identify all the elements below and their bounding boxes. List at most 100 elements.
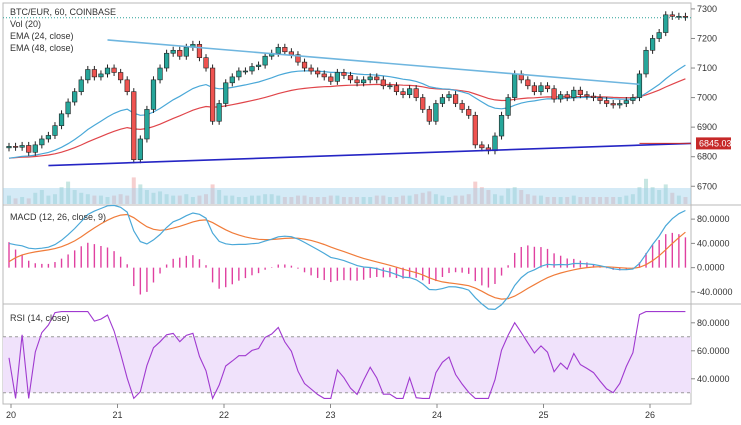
volume-bar	[361, 197, 366, 204]
price-tick-label: 6700	[697, 181, 717, 191]
volume-bar	[473, 181, 478, 204]
candle-body	[387, 85, 393, 88]
volume-bar	[105, 197, 110, 204]
candle-body	[407, 88, 413, 95]
candle-body	[6, 146, 12, 149]
volume-bar	[447, 197, 452, 204]
time-tick-label: 26	[645, 410, 655, 420]
volume-bar	[158, 191, 163, 204]
volume-bar	[236, 197, 241, 204]
volume-bar	[512, 187, 517, 204]
price-legend-vol: Vol (20)	[10, 19, 42, 29]
volume-bar	[683, 197, 688, 204]
candle-body	[498, 115, 505, 137]
candle-body	[12, 146, 19, 148]
candle-body	[164, 52, 170, 69]
macd-title: MACD (12, 26, close, 9)	[10, 212, 107, 222]
volume-bar	[26, 198, 31, 204]
volume-bar	[571, 195, 576, 204]
candle-body	[676, 16, 682, 18]
volume-bar	[151, 192, 156, 204]
volume-bar	[617, 197, 622, 204]
volume-bar	[92, 195, 97, 204]
volume-bar	[479, 187, 484, 204]
time-tick-label: 21	[112, 410, 122, 420]
candle-body	[229, 76, 235, 84]
candle-body	[610, 103, 616, 106]
candle-body	[630, 97, 636, 101]
rsi-tick-label: 80.0000	[697, 318, 730, 328]
candle-body	[308, 67, 314, 72]
candle-body	[26, 145, 32, 153]
candle-body	[196, 44, 203, 58]
macd-tick-label: 40.0000	[697, 238, 730, 248]
volume-bar	[341, 197, 346, 204]
volume-bar	[263, 194, 268, 204]
volume-bar	[401, 195, 406, 204]
candle-body	[374, 76, 380, 81]
candle-body	[584, 94, 590, 97]
rsi-tick-label: 40.0000	[697, 374, 730, 384]
volume-bar	[433, 194, 438, 204]
volume-bar	[545, 197, 550, 204]
volume-bar	[598, 197, 603, 204]
candle-body	[104, 67, 111, 75]
candle-body	[223, 82, 229, 104]
volume-bar	[72, 190, 77, 204]
candle-body	[157, 67, 163, 81]
volume-bar	[243, 197, 248, 204]
time-tick-label: 25	[538, 410, 548, 420]
volume-bar	[197, 195, 202, 204]
volume-bar	[591, 197, 596, 204]
time-tick-label: 24	[432, 410, 442, 420]
volume-bar	[98, 195, 103, 204]
candle-body	[295, 54, 301, 63]
volume-bar	[420, 192, 425, 204]
volume-bar	[276, 195, 281, 204]
volume-bar	[506, 188, 511, 204]
candle-body	[150, 79, 157, 110]
price-legend-ema24: EMA (24, close)	[10, 31, 74, 41]
volume-bar	[644, 178, 649, 204]
volume-bar	[492, 194, 497, 204]
candle-body	[255, 64, 262, 67]
candle-body	[551, 88, 557, 100]
candle-body	[531, 85, 537, 92]
candle-body	[58, 113, 65, 126]
volume-bar	[289, 197, 294, 204]
volume-bar	[414, 194, 419, 204]
time-tick-label: 22	[219, 410, 229, 420]
candle-body	[571, 89, 577, 98]
price-tick-label: 6800	[697, 152, 717, 162]
volume-bar	[256, 195, 261, 204]
candle-body	[413, 88, 419, 98]
volume-bar	[85, 194, 90, 204]
candle-body	[426, 109, 432, 122]
volume-bar	[118, 194, 123, 204]
candle-body	[236, 70, 242, 78]
candle-body	[512, 73, 518, 98]
price-legend-title: BTC/EUR, 60, COINBASE	[10, 7, 117, 17]
candle-body	[505, 97, 511, 116]
volume-bar	[630, 194, 635, 204]
candle-body	[177, 49, 183, 57]
candle-body	[649, 38, 656, 51]
candle-body	[538, 85, 544, 92]
candle-body	[577, 89, 583, 95]
candle-body	[459, 103, 465, 110]
ema24-line	[8, 64, 686, 159]
candle-body	[65, 101, 71, 115]
candle-body	[564, 94, 570, 98]
volume-bar	[676, 195, 681, 204]
volume-bar	[440, 195, 445, 204]
volume-ma-area	[3, 188, 691, 204]
volume-bar	[348, 197, 353, 204]
volume-bar	[184, 194, 189, 204]
candle-body	[39, 138, 45, 146]
volume-bar	[637, 187, 642, 204]
volume-bar	[7, 195, 11, 204]
candle-body	[85, 69, 91, 81]
volume-bar	[407, 195, 412, 204]
price-legend-ema48: EMA (48, close)	[10, 43, 74, 53]
